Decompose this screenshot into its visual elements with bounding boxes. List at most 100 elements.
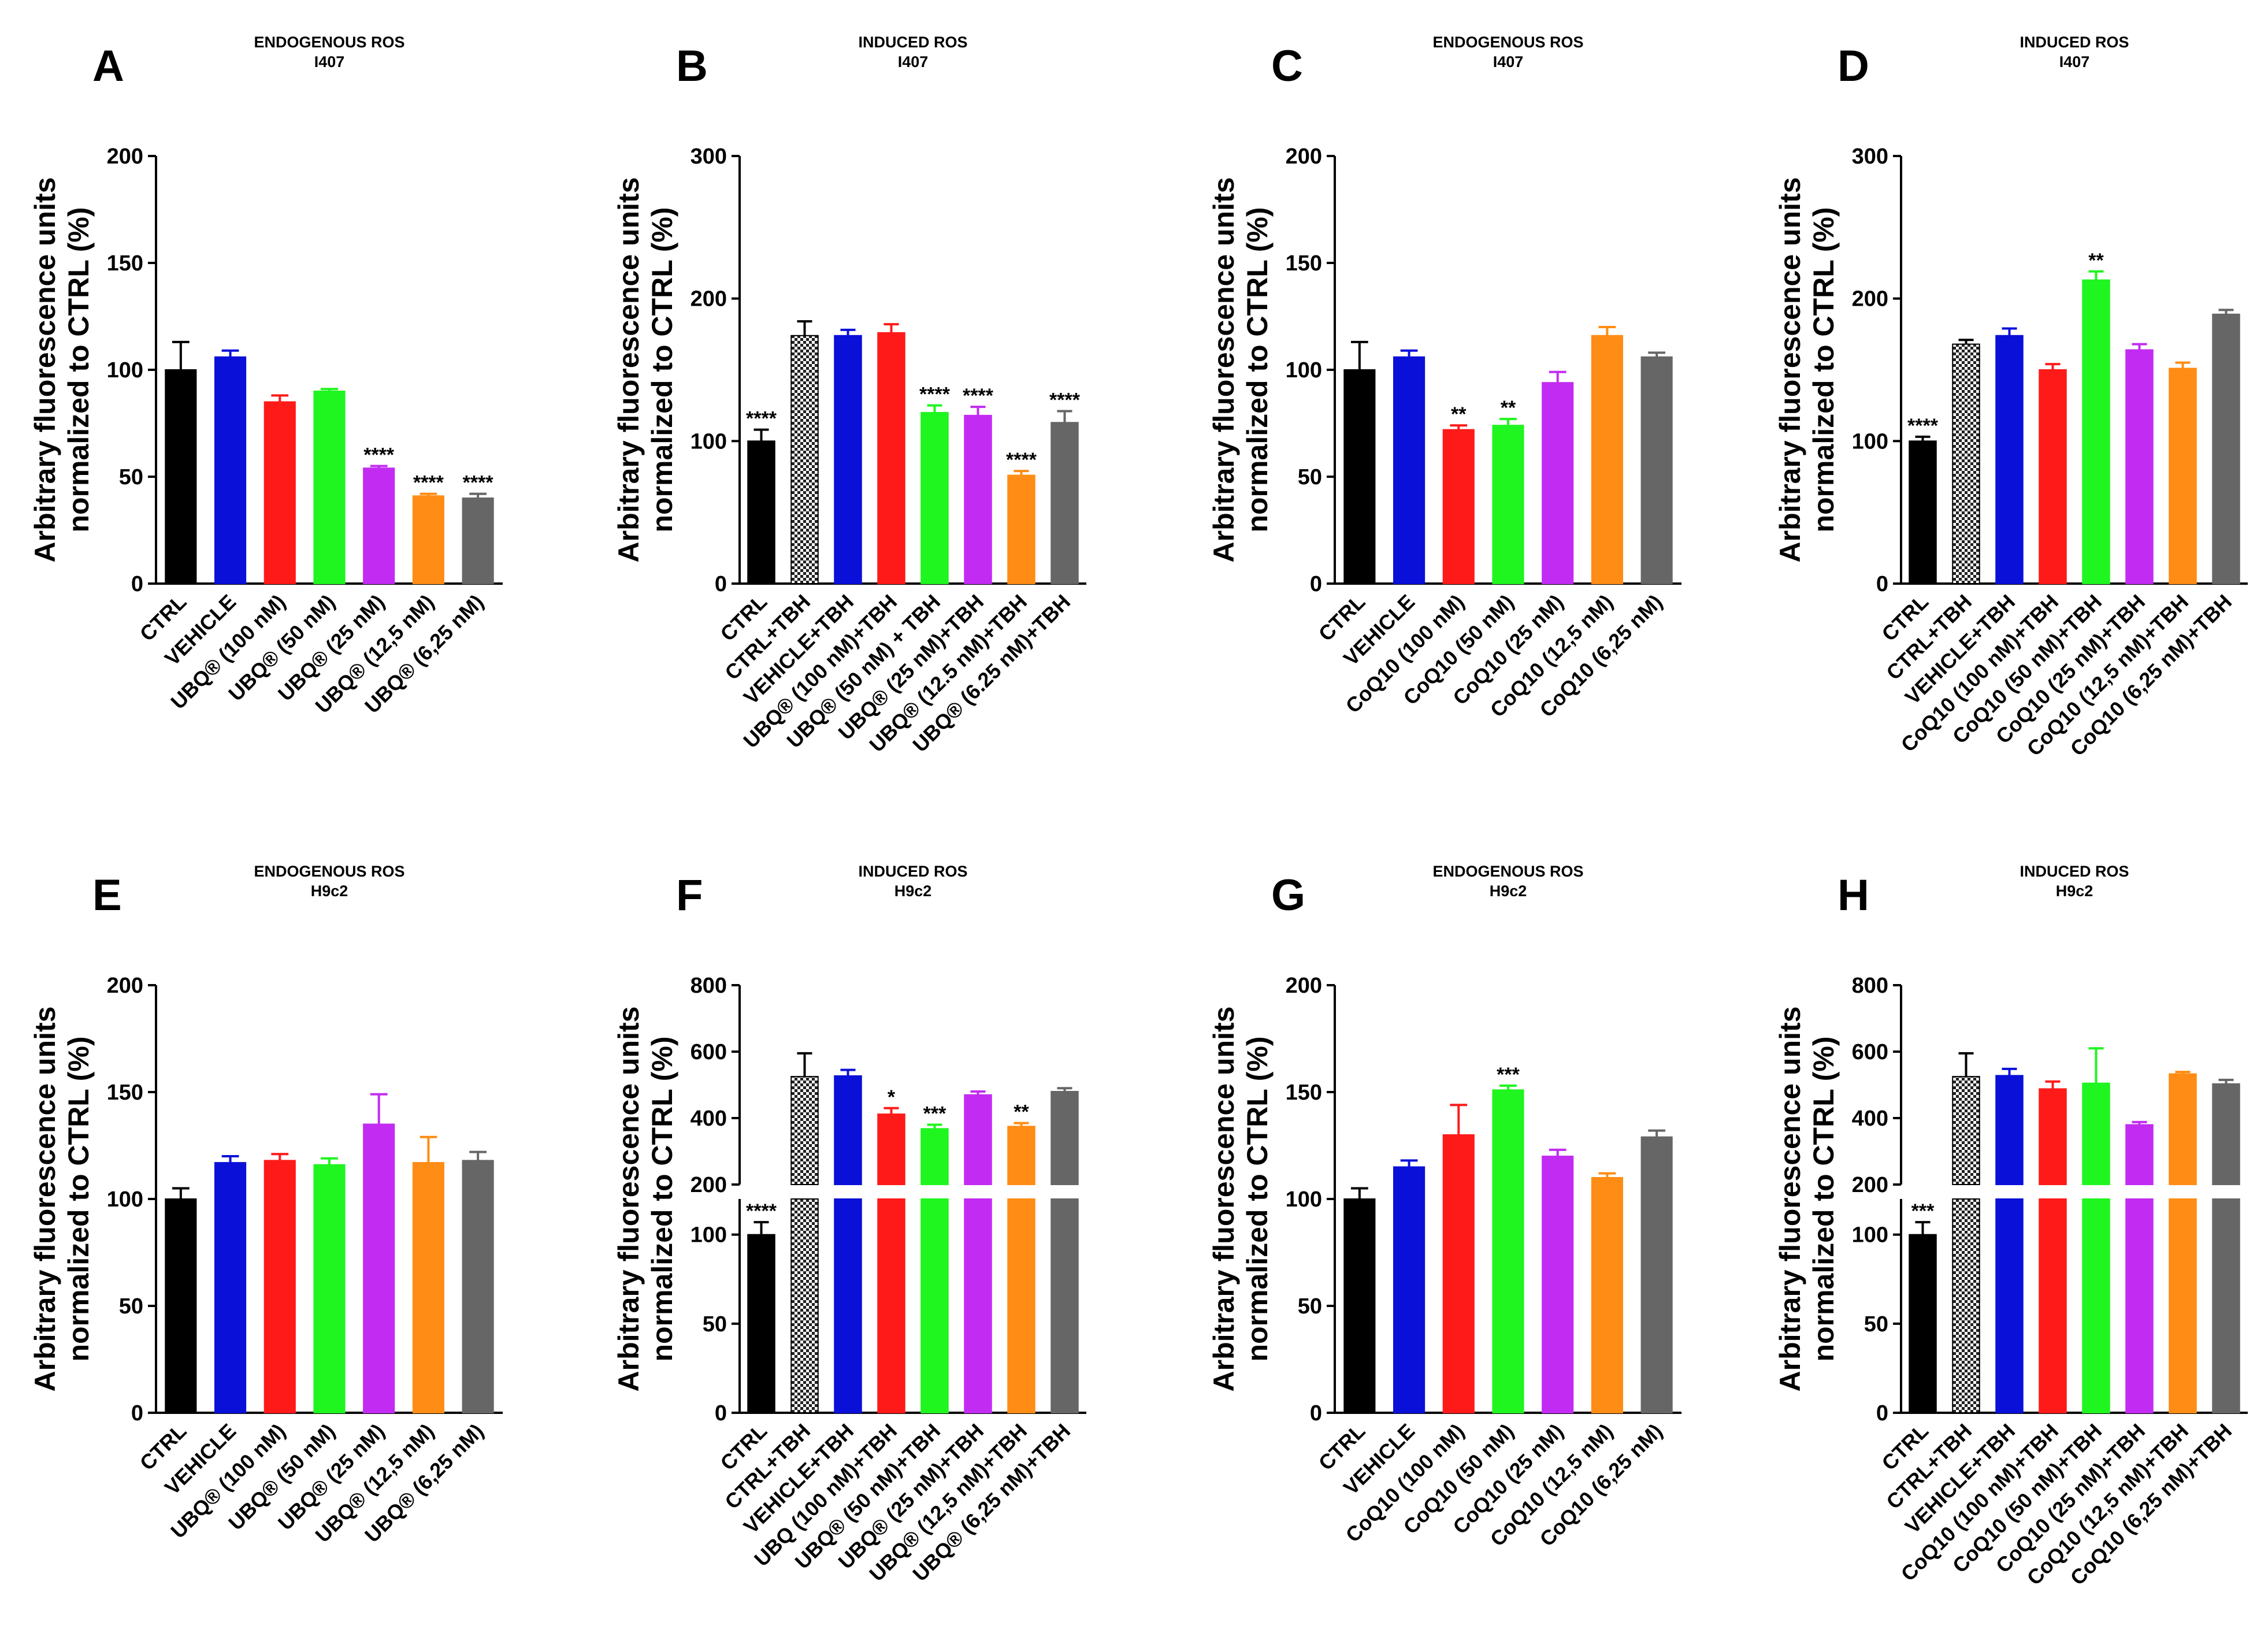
panel-letter: A bbox=[92, 42, 124, 91]
y-tick-label: 200 bbox=[691, 1173, 727, 1197]
bar bbox=[363, 467, 395, 585]
bar-lower-segment bbox=[2039, 1198, 2067, 1413]
significance-label: **** bbox=[463, 472, 494, 494]
bar bbox=[412, 1162, 444, 1413]
y-axis-label: Arbitrary fluorescence units bbox=[612, 1007, 645, 1392]
significance-label: **** bbox=[413, 472, 444, 494]
bar-lower-segment bbox=[2212, 1198, 2240, 1413]
significance-label: *** bbox=[1497, 1064, 1520, 1086]
y-axis-label: Arbitrary fluorescence units bbox=[612, 177, 645, 563]
bar bbox=[2082, 279, 2110, 585]
bar-lower-segment bbox=[2169, 1198, 2197, 1413]
panel-letter: C bbox=[1271, 42, 1303, 91]
bar bbox=[1492, 425, 1524, 584]
chart-title: INDUCED ROS bbox=[2020, 34, 2129, 51]
bar bbox=[2039, 369, 2067, 584]
bar bbox=[165, 1198, 197, 1413]
bar bbox=[2125, 1124, 2154, 1185]
y-tick-label: 600 bbox=[691, 1040, 727, 1064]
chart-title: INDUCED ROS bbox=[858, 34, 967, 51]
y-tick-label: 400 bbox=[691, 1107, 727, 1131]
bar bbox=[834, 1075, 862, 1185]
bar bbox=[1995, 335, 2024, 584]
bar-lower-segment bbox=[964, 1198, 992, 1413]
chart-title: ENDOGENOUS ROS bbox=[254, 863, 404, 880]
bar bbox=[1050, 1091, 1079, 1185]
y-tick-label: 0 bbox=[131, 572, 143, 596]
panel-letter: G bbox=[1271, 871, 1305, 920]
y-tick-label: 100 bbox=[691, 429, 727, 454]
panel-letter: E bbox=[92, 871, 122, 920]
significance-label: **** bbox=[963, 385, 994, 407]
significance-label: **** bbox=[1907, 415, 1939, 437]
bar bbox=[1393, 356, 1426, 584]
chart-title: INDUCED ROS bbox=[858, 863, 967, 880]
chart-panel-h: H INDUCED ROS H9c2 Arbitrary fluorescence u… bbox=[1774, 863, 2248, 1590]
bar bbox=[1442, 1134, 1475, 1413]
y-tick-label: 50 bbox=[1864, 1312, 1888, 1337]
significance-label: * bbox=[888, 1086, 896, 1108]
y-axis-label: Arbitrary fluorescence units bbox=[1774, 1007, 1806, 1392]
y-axis-label-line2: normalized to CTRL (%) bbox=[62, 207, 95, 533]
bar bbox=[165, 369, 197, 584]
chart-panel-d: D INDUCED ROS I407 Arbitrary fluorescence u… bbox=[1774, 34, 2248, 760]
significance-label: *** bbox=[923, 1103, 946, 1125]
chart-panel-f: F INDUCED ROS H9c2 Arbitrary fluorescence u… bbox=[612, 863, 1086, 1586]
bar-lower-segment bbox=[1007, 1198, 1035, 1413]
chart-panel-c: C ENDOGENOUS ROS I407 Arbitrary fluorescenc… bbox=[1208, 34, 1681, 722]
y-tick-label: 150 bbox=[1286, 251, 1322, 276]
y-tick-label: 50 bbox=[119, 465, 143, 489]
bar bbox=[1640, 1136, 1673, 1413]
y-tick-label: 50 bbox=[119, 1294, 143, 1319]
bar bbox=[1492, 1089, 1524, 1414]
y-tick-label: 0 bbox=[715, 572, 727, 596]
bar bbox=[1952, 1076, 1980, 1185]
y-tick-label: 800 bbox=[1852, 974, 1888, 998]
bar-lower-segment bbox=[1050, 1198, 1079, 1413]
y-tick-label: 0 bbox=[715, 1401, 727, 1425]
bar bbox=[790, 335, 819, 584]
y-tick-label: 150 bbox=[107, 1081, 143, 1105]
y-tick-label: 100 bbox=[1852, 429, 1888, 454]
bar bbox=[1591, 1177, 1624, 1413]
chart-subtitle: I407 bbox=[314, 53, 345, 70]
bar bbox=[2212, 313, 2240, 584]
chart-subtitle: H9c2 bbox=[2056, 882, 2093, 900]
y-axis-label-line2: normalized to CTRL (%) bbox=[1807, 207, 1840, 533]
significance-label: **** bbox=[363, 444, 395, 466]
y-tick-label: 150 bbox=[107, 251, 143, 276]
y-tick-label: 200 bbox=[1286, 144, 1322, 169]
bar bbox=[1909, 1234, 1937, 1414]
bar-lower-segment bbox=[1952, 1198, 1980, 1413]
bar bbox=[1542, 1156, 1574, 1413]
bar bbox=[920, 1128, 949, 1186]
panel-letter: B bbox=[676, 42, 708, 91]
bar bbox=[1909, 440, 1937, 584]
bar bbox=[1007, 1126, 1035, 1185]
chart-subtitle: I407 bbox=[898, 53, 929, 70]
significance-label: *** bbox=[1911, 1200, 1935, 1222]
y-axis-label-line2: normalized to CTRL (%) bbox=[646, 207, 678, 533]
significance-label: ** bbox=[1451, 403, 1467, 425]
chart-subtitle: H9c2 bbox=[1490, 882, 1527, 900]
y-axis-label: Arbitrary fluorescence units bbox=[1774, 177, 1806, 563]
bar bbox=[412, 495, 444, 584]
chart-subtitle: I407 bbox=[2059, 53, 2090, 70]
significance-label: ** bbox=[2088, 250, 2104, 272]
chart-subtitle: H9c2 bbox=[894, 882, 932, 900]
y-tick-label: 50 bbox=[1298, 465, 1322, 489]
bar bbox=[747, 1234, 775, 1414]
bar bbox=[964, 414, 992, 585]
y-axis-label: Arbitrary fluorescence units bbox=[29, 177, 61, 563]
chart-subtitle: I407 bbox=[1493, 53, 1524, 70]
bar bbox=[790, 1076, 819, 1185]
chart-title: ENDOGENOUS ROS bbox=[1432, 34, 1583, 51]
y-tick-label: 50 bbox=[1298, 1294, 1322, 1319]
bar-lower-segment bbox=[877, 1198, 905, 1413]
bar bbox=[2169, 1073, 2197, 1186]
bar bbox=[1591, 335, 1624, 584]
bar-lower-segment bbox=[790, 1198, 819, 1413]
y-tick-label: 50 bbox=[703, 1312, 727, 1337]
bar bbox=[363, 1123, 395, 1413]
